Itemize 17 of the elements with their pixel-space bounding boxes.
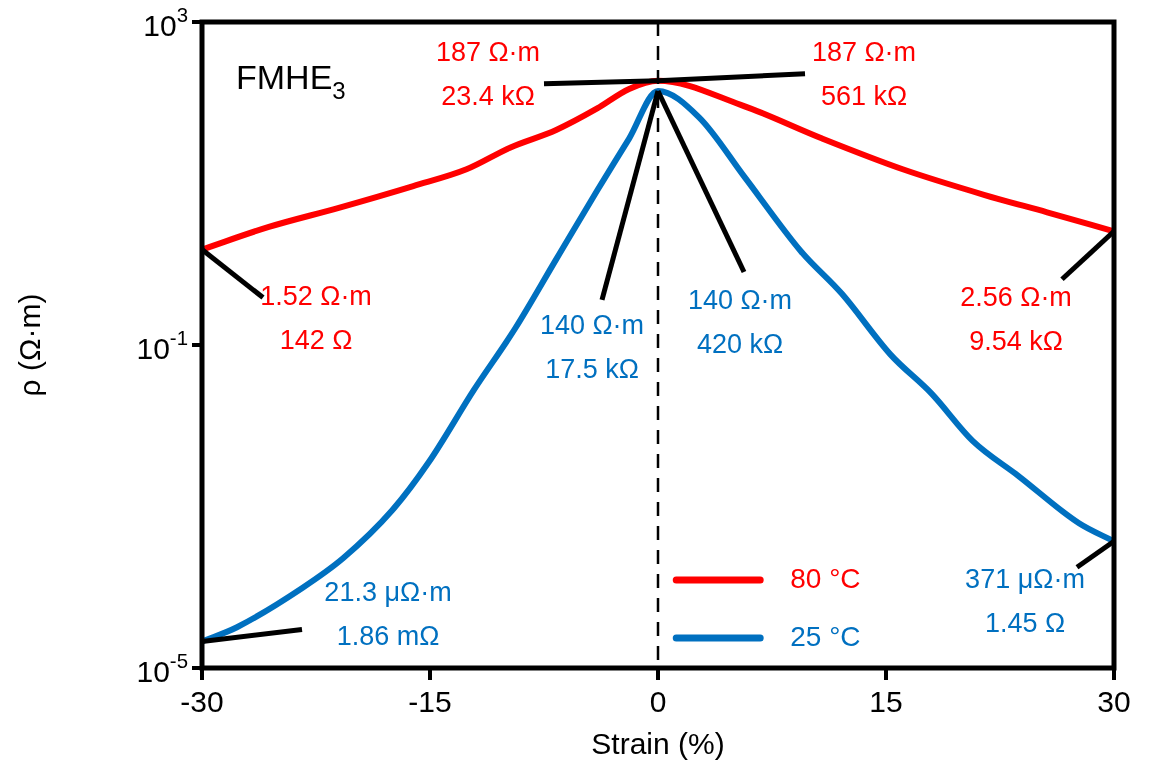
x-axis-title: Strain (%)	[591, 727, 725, 761]
annotation: 21.3 μΩ·m 1.86 mΩ	[324, 576, 452, 651]
annotation: 187 Ω·m 561 kΩ	[811, 37, 917, 112]
x-tick-label: 15	[869, 685, 903, 719]
annotation: 1.52 Ω·m 142 Ω	[260, 281, 372, 356]
legend-label: 80 °C	[790, 562, 861, 594]
y-axis-title: ρ (Ω·m)	[13, 293, 47, 397]
x-tick-label: -15	[408, 685, 452, 719]
legend-label: 25 °C	[790, 620, 861, 652]
x-tick-label: -30	[180, 685, 224, 719]
annotation: 371 μΩ·m 1.45 Ω	[965, 563, 1085, 638]
annotation: 2.56 Ω·m 9.54 kΩ	[960, 281, 1072, 356]
x-tick-label: 0	[649, 685, 667, 719]
annotation: 187 Ω·m 23.4 kΩ	[435, 37, 541, 112]
annotation: 140 Ω·m 420 kΩ	[687, 285, 793, 360]
x-tick-label: 30	[1097, 685, 1131, 719]
annotation: 140 Ω·m 17.5 kΩ	[539, 310, 645, 385]
